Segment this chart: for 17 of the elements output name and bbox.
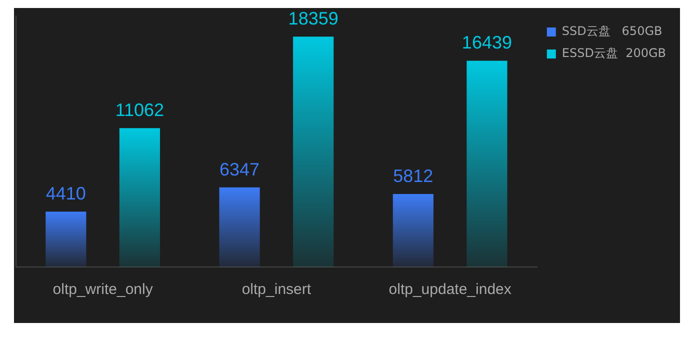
- x-tick-label: oltp_update_index: [388, 281, 512, 298]
- data-label: 6347: [220, 159, 260, 180]
- bar: [46, 212, 86, 267]
- bar: [293, 36, 334, 267]
- bar: [219, 187, 260, 267]
- bar: [392, 194, 434, 267]
- legend-label: ESSD云盘 200GB: [562, 46, 666, 60]
- legend-label: SSD云盘 650GB: [562, 24, 662, 38]
- bar: [119, 128, 160, 267]
- x-tick-label: oltp_insert: [242, 281, 312, 298]
- data-label: 5812: [393, 166, 434, 186]
- x-tick-label: oltp_write_only: [52, 281, 154, 298]
- data-label: 16439: [462, 32, 512, 53]
- data-label: 11062: [115, 100, 164, 120]
- data-label: 18359: [288, 8, 338, 29]
- bar: [466, 60, 508, 267]
- data-label: 4410: [46, 184, 86, 204]
